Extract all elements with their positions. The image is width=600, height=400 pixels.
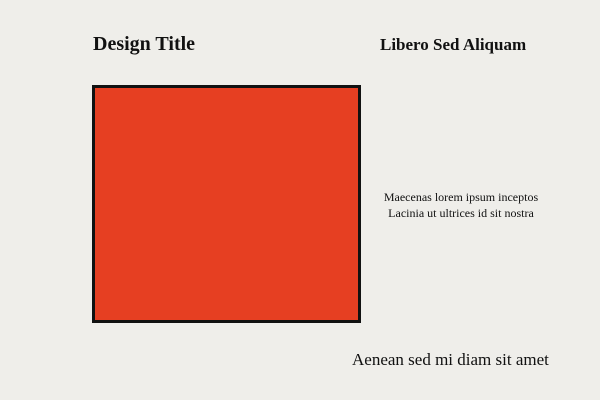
caption-line-1: Maecenas lorem ipsum inceptos — [370, 189, 552, 205]
design-title: Design Title — [93, 31, 195, 57]
design-subtitle: Libero Sed Aliquam — [380, 34, 526, 56]
caption-block: Maecenas lorem ipsum inceptos Lacinia ut… — [370, 189, 552, 221]
footer-text: Aenean sed mi diam sit amet — [352, 349, 549, 371]
red-square-artwork — [92, 85, 361, 323]
caption-line-2: Lacinia ut ultrices id sit nostra — [370, 205, 552, 221]
